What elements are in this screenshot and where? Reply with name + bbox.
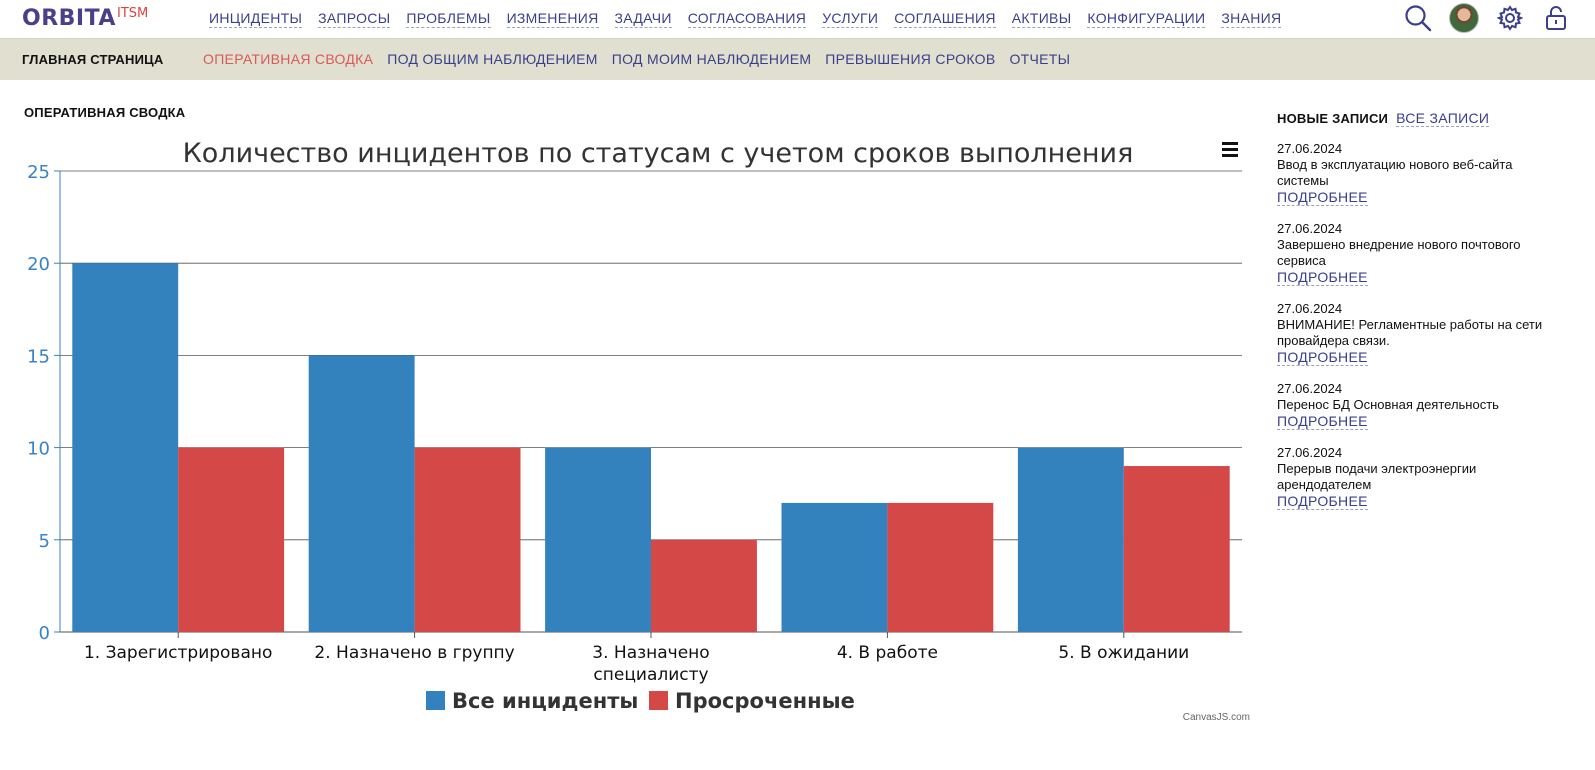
subnav-item[interactable]: ПОД ОБЩИМ НАБЛЮДЕНИЕМ	[387, 51, 598, 67]
chart-title: Количество инцидентов по статусам с учет…	[183, 138, 1134, 169]
user-avatar-image	[1449, 3, 1479, 33]
chart-credit[interactable]: CanvasJS.com	[1183, 712, 1250, 723]
bar-overdue[interactable]	[887, 502, 994, 632]
news-text: Перерыв подачи электроэнергии арендодате…	[1277, 461, 1477, 492]
x-category-label: 5. В ожидании	[1058, 643, 1189, 663]
news-more-link[interactable]: ПОДРОБНЕЕ	[1277, 413, 1368, 430]
logo-suffix: ITSM	[117, 6, 149, 21]
x-category-label: 1. Зарегистрировано	[84, 643, 272, 663]
nav-item[interactable]: АКТИВЫ	[1011, 10, 1072, 28]
news-item: 27.06.2024 Ввод в эксплуатацию нового веб…	[1277, 141, 1557, 207]
all-news-link[interactable]: ВСЕ ЗАПИСИ	[1396, 110, 1490, 127]
logo-text: ORBITA	[22, 6, 116, 31]
nav-item[interactable]: ИЗМЕНЕНИЯ	[506, 10, 599, 28]
news-more-link[interactable]: ПОДРОБНЕЕ	[1277, 493, 1368, 510]
news-item: 27.06.2024 Перерыв подачи электроэнергии …	[1277, 445, 1557, 511]
main-nav: ИНЦИДЕНТЫ ЗАПРОСЫ ПРОБЛЕМЫ ИЗМЕНЕНИЯ ЗАДАЧИ С…	[209, 10, 1282, 28]
home-link[interactable]: ГЛАВНАЯ СТРАНИЦА	[22, 52, 164, 67]
news-panel: НОВЫЕ ЗАПИСИ ВСЕ ЗАПИСИ 27.06.2024 Ввод в…	[1277, 110, 1557, 525]
legend-swatch	[649, 691, 668, 710]
x-category-label: 4. В работе	[837, 643, 938, 663]
news-title: НОВЫЕ ЗАПИСИ	[1277, 111, 1389, 126]
news-item: 27.06.2024 Завершено внедрение нового поч…	[1277, 221, 1557, 287]
news-date: 27.06.2024	[1277, 301, 1343, 316]
header-actions	[1403, 3, 1571, 33]
logo[interactable]: ORBITA ITSM	[22, 6, 148, 34]
bar-all[interactable]	[781, 502, 888, 632]
y-tick-label: 15	[27, 346, 50, 367]
legend-label[interactable]: Просроченные	[675, 689, 855, 713]
nav-item[interactable]: ЗНАНИЯ	[1221, 10, 1282, 28]
news-more-link[interactable]: ПОДРОБНЕЕ	[1277, 189, 1368, 206]
chart-menu-icon[interactable]	[1220, 138, 1242, 160]
news-date: 27.06.2024	[1277, 381, 1343, 396]
y-tick-label: 10	[27, 439, 50, 460]
legend-swatch	[426, 691, 445, 710]
news-date: 27.06.2024	[1277, 445, 1343, 460]
legend-label[interactable]: Все инциденты	[452, 689, 638, 713]
news-header: НОВЫЕ ЗАПИСИ ВСЕ ЗАПИСИ	[1277, 110, 1557, 127]
incidents-chart: Количество инцидентов по статусам с учет…	[20, 130, 1260, 730]
bar-overdue[interactable]	[414, 447, 521, 632]
news-date: 27.06.2024	[1277, 221, 1343, 236]
search-icon[interactable]	[1403, 3, 1433, 33]
bar-overdue[interactable]	[1123, 466, 1230, 632]
y-tick-label: 0	[39, 623, 50, 644]
unlock-icon[interactable]	[1541, 3, 1571, 33]
bar-all[interactable]	[308, 355, 415, 632]
nav-item[interactable]: ПРОБЛЕМЫ	[406, 10, 491, 28]
section-title: ОПЕРАТИВНАЯ СВОДКА	[24, 105, 186, 120]
gear-icon[interactable]	[1495, 3, 1525, 33]
nav-item[interactable]: ИНЦИДЕНТЫ	[209, 10, 303, 28]
subnav-item[interactable]: ПОД МОИМ НАБЛЮДЕНИЕМ	[611, 51, 812, 67]
bar-all[interactable]	[545, 447, 651, 632]
news-text: Перенос БД Основная деятельность	[1277, 397, 1499, 412]
news-text: Ввод в эксплуатацию нового веб-сайта сис…	[1277, 157, 1513, 188]
nav-item[interactable]: ЗАДАЧИ	[614, 10, 672, 28]
news-date: 27.06.2024	[1277, 141, 1343, 156]
news-more-link[interactable]: ПОДРОБНЕЕ	[1277, 269, 1368, 286]
nav-item[interactable]: ЗАПРОСЫ	[318, 10, 391, 28]
sub-nav: ОПЕРАТИВНАЯ СВОДКА ПОД ОБЩИМ НАБЛЮДЕНИЕМ П…	[203, 51, 1070, 67]
news-item: 27.06.2024 Перенос БД Основная деятельнос…	[1277, 381, 1557, 431]
sub-nav-bar: ГЛАВНАЯ СТРАНИЦА ОПЕРАТИВНАЯ СВОДКА ПОД О…	[0, 39, 1595, 80]
y-tick-label: 25	[27, 162, 50, 183]
news-text: ВНИМАНИЕ! Регламентные работы на сети пр…	[1277, 317, 1543, 348]
bar-all[interactable]	[72, 263, 179, 632]
news-more-link[interactable]: ПОДРОБНЕЕ	[1277, 349, 1368, 366]
x-category-label: 3. Назначено	[592, 643, 709, 663]
nav-item[interactable]: СОГЛАСОВАНИЯ	[687, 10, 807, 28]
subnav-item[interactable]: ОТЧЕТЫ	[1009, 51, 1071, 67]
top-bar: ORBITA ITSM ИНЦИДЕНТЫ ЗАПРОСЫ ПРОБЛЕМЫ ИЗМЕ…	[0, 0, 1595, 39]
x-category-label: 2. Назначено в группу	[314, 643, 514, 663]
bar-all[interactable]	[1017, 447, 1124, 632]
news-item: 27.06.2024 ВНИМАНИЕ! Регламентные работы …	[1277, 301, 1557, 367]
subnav-item[interactable]: ПРЕВЫШЕНИЯ СРОКОВ	[825, 51, 996, 67]
bar-overdue[interactable]	[651, 539, 757, 632]
x-category-label: специалисту	[593, 665, 708, 685]
nav-item[interactable]: СОГЛАШЕНИЯ	[894, 10, 996, 28]
nav-item[interactable]: КОНФИГУРАЦИИ	[1087, 10, 1206, 28]
y-tick-label: 20	[27, 254, 50, 275]
nav-item[interactable]: УСЛУГИ	[822, 10, 879, 28]
y-tick-label: 5	[39, 531, 50, 552]
news-list: 27.06.2024 Ввод в эксплуатацию нового веб…	[1277, 141, 1557, 511]
news-text: Завершено внедрение нового почтового сер…	[1277, 237, 1521, 268]
chart-canvas: Количество инцидентов по статусам с учет…	[27, 138, 1250, 723]
subnav-item[interactable]: ОПЕРАТИВНАЯ СВОДКА	[203, 51, 374, 67]
bar-overdue[interactable]	[178, 447, 285, 632]
avatar[interactable]	[1449, 3, 1479, 33]
